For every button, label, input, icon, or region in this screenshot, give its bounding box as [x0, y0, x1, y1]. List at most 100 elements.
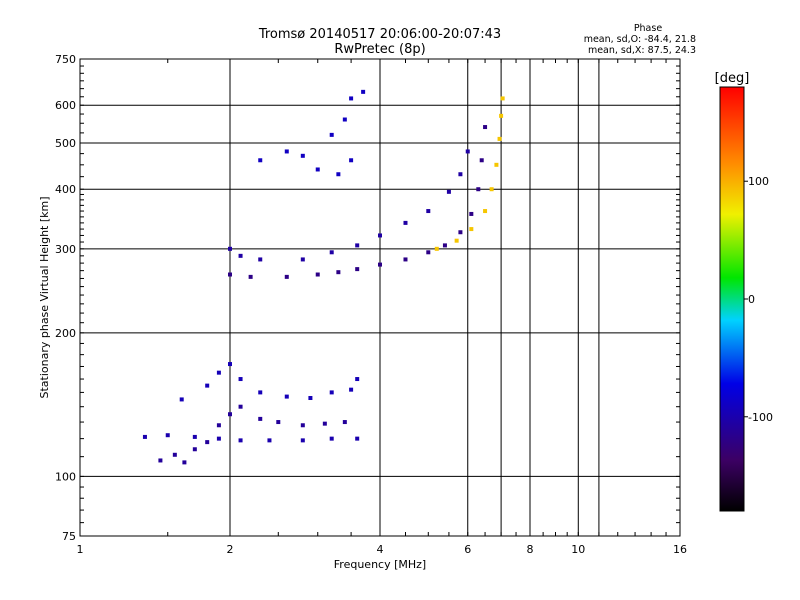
data-point: [258, 257, 263, 262]
data-point: [329, 436, 334, 441]
data-point: [258, 390, 263, 395]
data-point: [258, 158, 263, 163]
data-point: [329, 390, 334, 395]
data-point: [284, 274, 289, 279]
data-point: [300, 153, 305, 158]
data-point: [336, 270, 341, 275]
data-point: [465, 149, 470, 154]
y-axis-label: Stationary phase Virtual Height [km]: [38, 196, 51, 398]
phase-info-x: mean, sd,X: 87.5, 24.3: [587, 45, 696, 56]
x-axis-label: Frequency [MHz]: [334, 558, 426, 571]
data-point: [315, 272, 320, 277]
data-point: [300, 257, 305, 262]
data-point: [228, 412, 232, 417]
data-point: [179, 397, 184, 402]
data-point: [469, 211, 474, 216]
data-point: [355, 377, 360, 382]
x-tick-label: 8: [527, 543, 534, 556]
data-point: [403, 220, 408, 225]
colorbar: [719, 86, 745, 512]
data-point: [499, 113, 504, 118]
data-point: [158, 458, 163, 463]
data-point: [329, 132, 334, 137]
data-point: [192, 447, 197, 452]
data-point: [238, 404, 243, 409]
data-point: [308, 396, 313, 401]
data-point: [267, 438, 272, 443]
data-point: [458, 230, 463, 235]
data-point: [355, 436, 360, 441]
data-point: [349, 96, 354, 101]
chart-subtitle: RwPretec (8p): [334, 42, 426, 57]
data-point: [497, 136, 502, 141]
data-point: [205, 383, 210, 388]
data-point: [483, 125, 488, 130]
data-point: [355, 243, 360, 248]
y-tick-label: 750: [55, 53, 76, 66]
data-point: [336, 172, 341, 177]
y-tick-label: 300: [55, 243, 76, 256]
colorbar-tick-label: 100: [748, 175, 769, 188]
y-tick-label: 100: [55, 470, 76, 483]
data-point: [228, 272, 232, 277]
data-point: [238, 377, 243, 382]
data-point: [228, 362, 232, 367]
data-point: [228, 246, 232, 251]
data-point: [378, 262, 382, 267]
x-tick-label: 16: [673, 543, 687, 556]
data-point: [342, 420, 347, 425]
data-point: [378, 233, 382, 238]
y-tick-label: 500: [55, 137, 76, 150]
data-point: [142, 434, 147, 439]
phase-info-o: mean, sd,O: -84.4, 21.8: [583, 34, 696, 45]
data-point: [192, 434, 197, 439]
data-point: [322, 421, 327, 426]
data-point: [216, 370, 221, 375]
colorbar-tick-label: -100: [748, 411, 773, 424]
data-point: [172, 452, 177, 457]
y-tick-label: 600: [55, 99, 76, 112]
data-point: [329, 250, 334, 255]
data-point: [216, 423, 221, 428]
data-point: [426, 209, 431, 214]
y-tick-label: 400: [55, 183, 76, 196]
data-point: [342, 117, 347, 122]
data-point: [479, 158, 484, 163]
data-point: [476, 187, 481, 192]
data-point: [238, 438, 243, 443]
data-point: [434, 246, 439, 251]
data-point: [442, 243, 447, 248]
data-point: [355, 267, 360, 272]
data-point: [426, 250, 431, 255]
data-point: [458, 172, 463, 177]
data-point: [182, 460, 187, 465]
data-point: [258, 416, 263, 421]
data-point: [403, 257, 408, 262]
data-point: [216, 436, 221, 441]
phase-info-title: Phase: [633, 23, 663, 34]
data-point: [300, 438, 305, 443]
x-tick-label: 2: [227, 543, 234, 556]
x-tick-label: 10: [571, 543, 585, 556]
data-point: [284, 394, 289, 399]
data-point: [276, 420, 281, 425]
data-point: [284, 149, 289, 154]
data-point: [349, 158, 354, 163]
data-point: [500, 96, 505, 101]
colorbar-label: [deg]: [715, 71, 750, 86]
data-point: [248, 274, 253, 279]
data-point: [469, 227, 474, 232]
data-point: [300, 423, 305, 428]
data-point: [446, 189, 451, 194]
chart-title: Tromsø 20140517 20:06:00-20:07:43: [258, 27, 502, 42]
data-point: [315, 167, 320, 172]
y-tick-label: 200: [55, 327, 76, 340]
data-point: [205, 440, 210, 445]
x-tick-label: 4: [377, 543, 384, 556]
colorbar-tick-label: 0: [748, 293, 755, 306]
data-point: [489, 187, 494, 192]
x-tick-label: 1: [77, 543, 84, 556]
data-point: [349, 387, 354, 392]
